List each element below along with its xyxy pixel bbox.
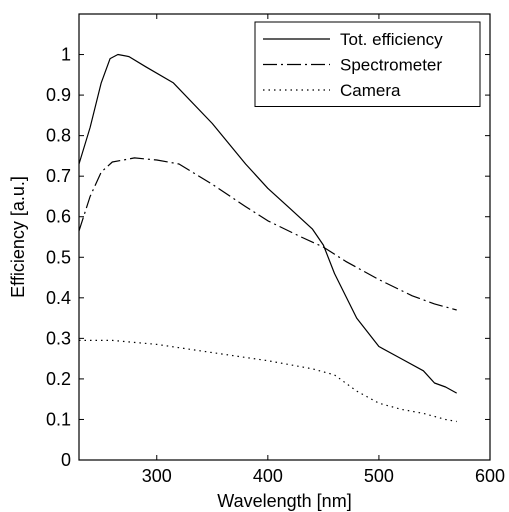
legend-entry-2: Spectrometer: [340, 56, 442, 75]
y-axis-label: Efficiency [a.u.]: [8, 176, 28, 298]
tick-marks: [79, 14, 491, 461]
y-tick-label: 0: [61, 450, 71, 470]
y-tick-label: 0.8: [46, 126, 71, 146]
plot-frame: [78, 13, 491, 461]
series-layer: [78, 53, 457, 423]
y-tick-label: 0.7: [46, 166, 71, 186]
y-tick-labels: 0 0.1 0.2 0.3 0.4 0.5 0.6 0.7 0.8 0.9 1: [46, 45, 71, 470]
plot-area: [78, 13, 491, 461]
y-tick-label: 0.2: [46, 369, 71, 389]
legend: Tot. efficiency Spectrometer Camera: [254, 21, 481, 107]
series-line-3: [79, 339, 457, 423]
x-tick-labels: 300 400 500 600: [142, 466, 505, 486]
y-tick-label: 0.5: [46, 247, 71, 267]
y-tick-label: 1: [61, 45, 71, 65]
y-tick-label: 0.4: [46, 288, 71, 308]
x-tick-label: 400: [253, 466, 283, 486]
series-line-2: [78, 157, 457, 311]
x-tick-label: 500: [364, 466, 394, 486]
y-tick-label: 0.1: [46, 409, 71, 429]
x-tick-label: 300: [142, 466, 172, 486]
y-tick-label: 0.3: [46, 328, 71, 348]
y-tick-label: 0.9: [46, 85, 71, 105]
series-line-1: [78, 53, 457, 394]
y-tick-label: 0.6: [46, 207, 71, 227]
x-tick-label: 600: [475, 466, 505, 486]
legend-entry-1: Tot. efficiency: [340, 30, 443, 49]
legend-entry-3: Camera: [340, 81, 401, 100]
x-axis-label: Wavelength [nm]: [217, 491, 351, 511]
